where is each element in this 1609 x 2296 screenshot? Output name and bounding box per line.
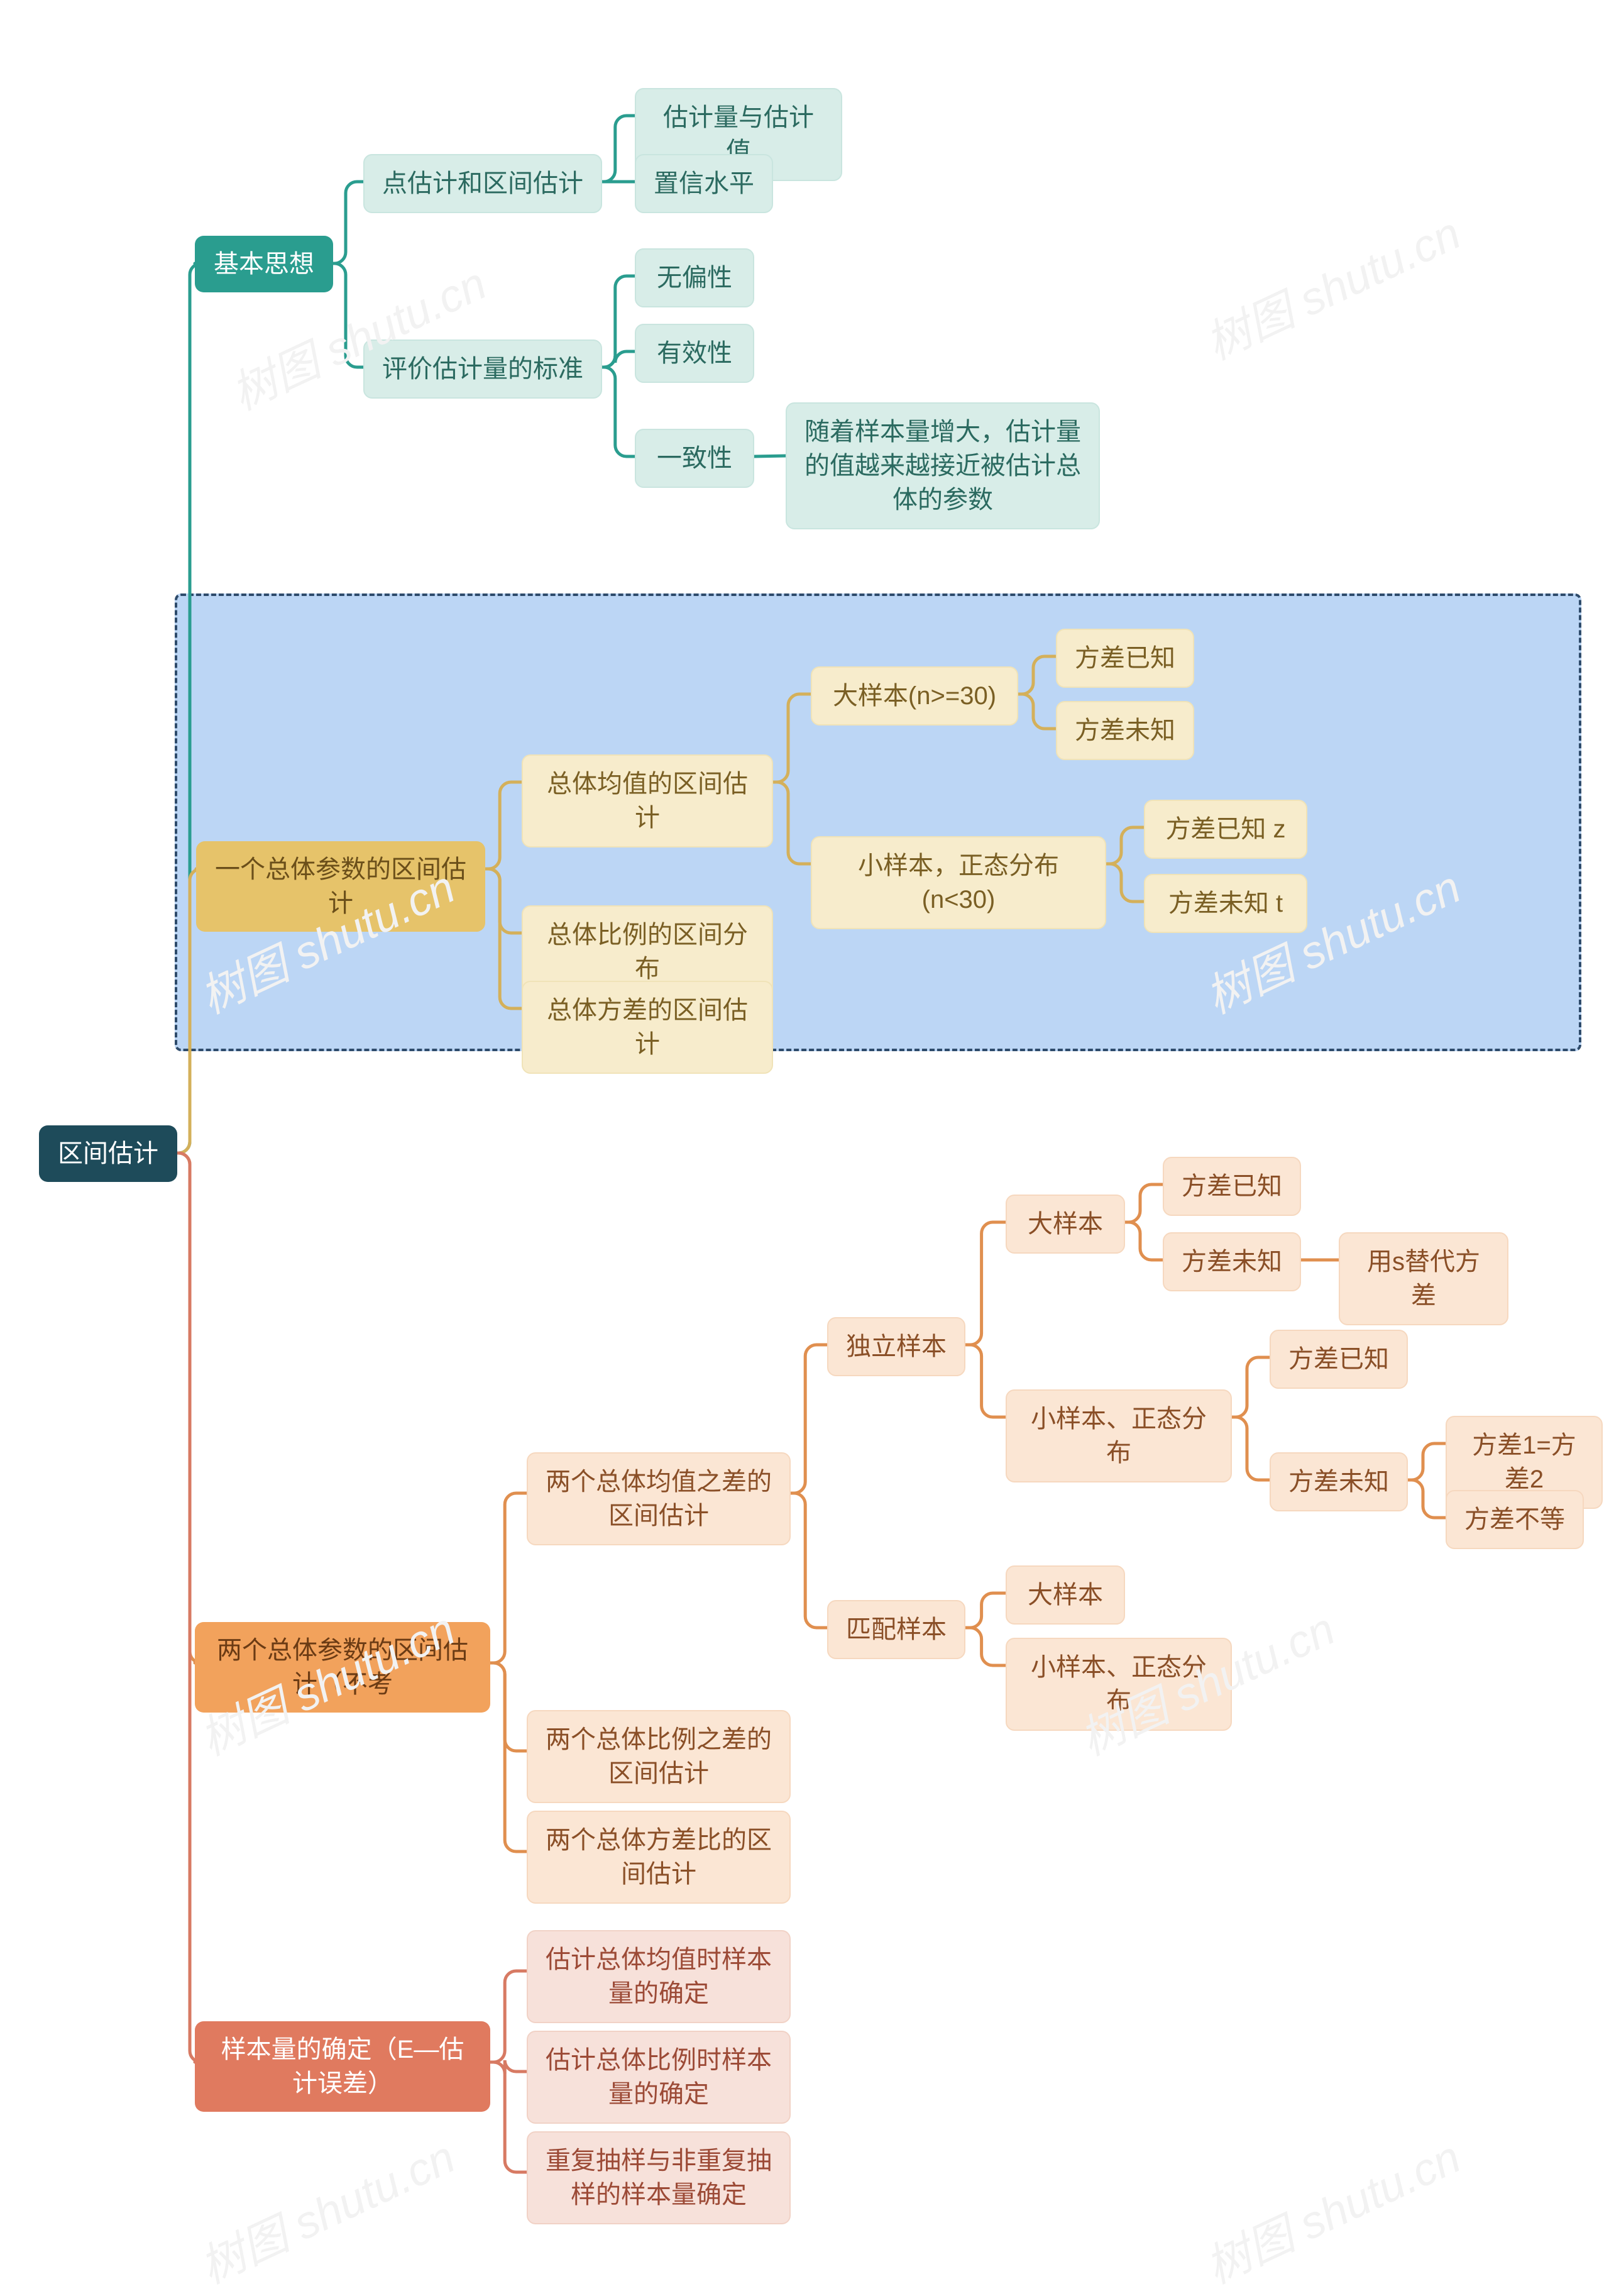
node-b1c2c1: 随着样本量增大，估计量的值越来越接近被估计总体的参数 [786,402,1100,529]
watermark: 树图 shutu.cn [1193,197,1469,373]
node-b1: 基本思想 [195,236,333,292]
node-label: 样本量的确定（E—估计误差） [212,2033,473,2100]
node-b2c1b1: 方差已知 z [1144,800,1307,859]
node-label: 方差已知 [1288,1342,1389,1376]
node-label: 有效性 [657,336,732,370]
node-b2c3: 总体方差的区间估计 [522,981,773,1074]
node-b2c1a: 大样本(n>=30) [811,666,1018,726]
node-b4c1: 估计总体均值时样本量的确定 [527,1930,791,2023]
node-b1c2a: 无偏性 [635,248,754,307]
node-b3c1a1: 大样本 [1006,1195,1125,1254]
node-b3c1a: 独立样本 [827,1317,965,1376]
node-label: 方差已知 z [1165,812,1285,846]
node-label: 重复抽样与非重复抽样的样本量确定 [546,2144,772,2212]
node-b2: 一个总体参数的区间估计 [196,841,485,932]
node-b3c2: 两个总体比例之差的区间估计 [527,1710,791,1803]
node-label: 评价估计量的标准 [382,352,583,386]
node-b3c1b2: 小样本、正态分布 [1006,1638,1232,1731]
node-b4c3: 重复抽样与非重复抽样的样本量确定 [527,2131,791,2224]
node-label: 总体方差的区间估计 [541,993,754,1061]
node-label: 方差未知 [1075,714,1175,748]
node-b2c1a1: 方差已知 [1056,629,1194,688]
node-label: 一致性 [657,441,732,475]
node-b2c1b: 小样本，正态分布(n<30) [811,836,1106,929]
node-b3c1a1b: 方差未知 [1163,1232,1301,1291]
node-b3: 两个总体参数的区间估计（不考 [195,1622,490,1713]
node-b3c1a2b: 方差未知 [1270,1452,1408,1511]
node-b1c2b: 有效性 [635,324,754,383]
node-label: 一个总体参数的区间估计 [214,853,468,920]
node-label: 匹配样本 [846,1613,947,1647]
node-label: 方差未知 [1288,1465,1389,1499]
node-b2c1a2: 方差未知 [1056,701,1194,760]
node-b3c1a2a: 方差已知 [1270,1330,1408,1389]
node-b1c1: 点估计和区间估计 [363,154,602,213]
node-label: 方差1=方差2 [1464,1428,1584,1496]
node-label: 小样本、正态分布 [1024,1650,1213,1718]
node-b3c1a1a: 方差已知 [1163,1157,1301,1216]
node-b1c2c: 一致性 [635,429,754,488]
node-b2c1b2: 方差未知 t [1144,874,1307,933]
node-label: 大样本(n>=30) [833,679,996,713]
node-label: 估计总体比例时样本量的确定 [546,2043,772,2111]
node-label: 小样本、正态分布 [1024,1402,1213,1470]
node-b3c3: 两个总体方差比的区间估计 [527,1811,791,1904]
node-label: 随着样本量增大，估计量的值越来越接近被估计总体的参数 [804,415,1081,517]
node-label: 估计总体均值时样本量的确定 [546,1943,772,2011]
edge-layer [0,0,1609,2288]
node-b3c1b: 匹配样本 [827,1600,965,1659]
node-label: 基本思想 [214,247,314,281]
node-label: 两个总体参数的区间估计（不考 [212,1633,473,1701]
highlight-panel [175,593,1581,1051]
watermark: 树图 shutu.cn [1193,2121,1469,2296]
node-label: 两个总体均值之差的区间估计 [546,1465,772,1533]
node-b1c1b: 置信水平 [635,154,773,213]
node-label: 方差已知 [1075,641,1175,675]
node-b1c2: 评价估计量的标准 [363,339,602,399]
node-label: 小样本，正态分布(n<30) [830,849,1087,917]
node-label: 无偏性 [657,261,732,295]
node-b3c1b1: 大样本 [1006,1565,1125,1625]
node-label: 用s替代方差 [1358,1245,1490,1313]
node-b2c1: 总体均值的区间估计 [522,754,773,847]
node-label: 方差未知 t [1168,886,1283,920]
node-label: 总体比例的区间分布 [541,918,754,986]
node-b3c1a1b1: 用s替代方差 [1339,1232,1508,1325]
node-label: 独立样本 [846,1330,947,1364]
node-label: 点估计和区间估计 [382,167,583,201]
node-label: 方差未知 [1182,1245,1282,1279]
node-label: 置信水平 [654,167,754,201]
node-label: 方差已知 [1182,1169,1282,1203]
watermark: 树图 shutu.cn [187,2121,464,2296]
node-b3c1a2b2: 方差不等 [1446,1490,1584,1549]
node-label: 两个总体比例之差的区间估计 [546,1723,772,1791]
node-b3c1a2: 小样本、正态分布 [1006,1389,1232,1482]
node-label: 区间估计 [58,1137,158,1171]
node-label: 大样本 [1028,1207,1103,1241]
node-b4c2: 估计总体比例时样本量的确定 [527,2031,791,2124]
node-b4: 样本量的确定（E—估计误差） [195,2021,490,2112]
node-label: 方差不等 [1464,1503,1565,1537]
node-label: 两个总体方差比的区间估计 [546,1823,772,1891]
node-root: 区间估计 [39,1125,177,1182]
node-label: 总体均值的区间估计 [541,767,754,835]
node-label: 大样本 [1028,1578,1103,1612]
node-b3c1: 两个总体均值之差的区间估计 [527,1452,791,1545]
